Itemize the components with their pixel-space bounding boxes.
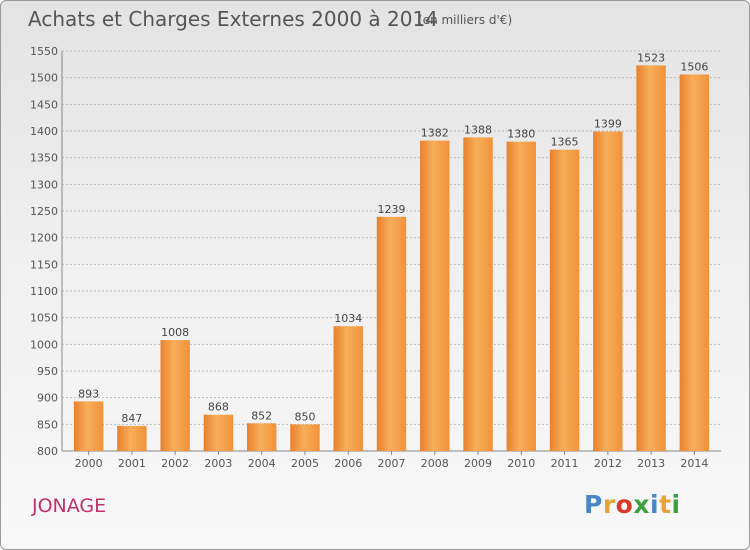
- y-tick-label: 1200: [30, 232, 58, 245]
- y-tick-label: 800: [37, 445, 58, 458]
- chart-unit-note: (en milliers d'€): [418, 13, 513, 27]
- x-tick-label: 2007: [378, 457, 406, 470]
- x-tick-label: 2008: [421, 457, 449, 470]
- data-label: 1382: [421, 127, 449, 140]
- y-tick-label: 1150: [30, 258, 58, 271]
- x-tick-label: 2009: [464, 457, 492, 470]
- data-label: 893: [78, 387, 99, 400]
- bar-2006: [333, 326, 363, 451]
- bar-2009: [463, 137, 493, 451]
- x-tick-label: 2001: [118, 457, 146, 470]
- y-tick-label: 1000: [30, 338, 58, 351]
- logo-letter: i: [650, 490, 660, 519]
- y-tick-label: 1350: [30, 152, 58, 165]
- data-label: 850: [294, 410, 315, 423]
- data-label: 1523: [637, 51, 665, 64]
- logo-letter: P: [584, 490, 603, 519]
- x-tick-label: 2000: [75, 457, 103, 470]
- logo-letter: t: [659, 490, 672, 519]
- y-tick-label: 1400: [30, 125, 58, 138]
- data-label: 868: [208, 401, 229, 414]
- bar-2002: [160, 340, 190, 451]
- logo-letter: r: [602, 490, 616, 519]
- y-tick-label: 1450: [30, 98, 58, 111]
- bar-2004: [246, 423, 277, 451]
- y-tick-label: 900: [37, 392, 58, 405]
- data-label: 1008: [161, 326, 189, 339]
- bar-2001: [117, 425, 147, 451]
- bar-2012: [593, 131, 623, 452]
- bar-2008: [420, 140, 450, 451]
- bar-2013: [636, 65, 666, 452]
- data-label: 1034: [334, 312, 362, 325]
- x-tick-label: 2004: [248, 457, 276, 470]
- bar-2014: [679, 74, 710, 451]
- x-tick-label: 2011: [551, 457, 579, 470]
- x-tick-label: 2010: [507, 457, 535, 470]
- chart-title: Achats et Charges Externes 2000 à 2014: [28, 7, 438, 31]
- y-tick-label: 1550: [30, 45, 58, 58]
- y-tick-label: 1250: [30, 205, 58, 218]
- x-tick-label: 2006: [334, 457, 362, 470]
- x-tick-label: 2003: [204, 457, 232, 470]
- bar-2003: [203, 414, 234, 451]
- bar-2010: [506, 141, 537, 451]
- bar-2007: [376, 216, 407, 451]
- data-label: 1388: [464, 123, 492, 136]
- logo-letter: i: [671, 490, 681, 519]
- x-tick-label: 2014: [680, 457, 708, 470]
- logo-letter: o: [615, 490, 634, 519]
- bar-2000: [73, 401, 104, 451]
- data-label: 847: [121, 412, 142, 425]
- x-tick-label: 2013: [637, 457, 665, 470]
- y-tick-label: 1300: [30, 178, 58, 191]
- bar-2011: [549, 149, 580, 451]
- data-label: 1399: [594, 118, 622, 131]
- x-tick-label: 2005: [291, 457, 319, 470]
- data-label: 1506: [680, 60, 708, 73]
- y-tick-label: 850: [37, 418, 58, 431]
- x-tick-label: 2002: [161, 457, 189, 470]
- logo-letter: x: [633, 490, 650, 519]
- y-tick-label: 950: [37, 365, 58, 378]
- y-tick-label: 1050: [30, 312, 58, 325]
- bar-2005: [290, 424, 320, 451]
- proxiti-logo: Proxiti: [584, 490, 681, 519]
- data-label: 1365: [551, 136, 579, 149]
- x-tick-label: 2012: [594, 457, 622, 470]
- data-label: 852: [251, 409, 272, 422]
- data-label: 1380: [507, 128, 535, 141]
- data-label: 1239: [378, 203, 406, 216]
- y-tick-label: 1100: [30, 285, 58, 298]
- city-name: JONAGE: [32, 495, 107, 517]
- y-tick-label: 1500: [30, 72, 58, 85]
